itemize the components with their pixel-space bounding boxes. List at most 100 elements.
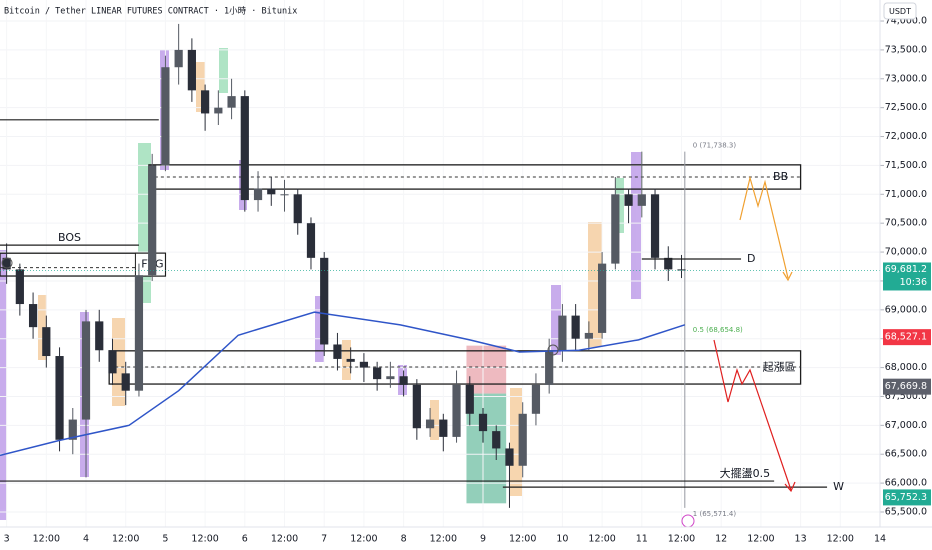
candle-body <box>452 384 461 437</box>
candle-body <box>201 90 210 114</box>
highlight <box>0 250 7 520</box>
highlight <box>219 48 228 93</box>
candle-body <box>531 384 541 414</box>
x-tick-label: 10 <box>556 534 568 545</box>
x-tick-label: 12:00 <box>191 534 218 545</box>
x-tick-label: 8 <box>401 534 407 545</box>
candle-body <box>108 350 117 374</box>
x-tick-label: 12:00 <box>509 534 536 545</box>
candle-body <box>518 413 527 466</box>
x-tick-label: 4 <box>83 534 89 545</box>
highlight <box>342 340 351 380</box>
projection-arrow <box>713 339 792 491</box>
candle-body <box>558 315 567 351</box>
x-tick-label: 6 <box>242 534 248 545</box>
price-tag <box>883 378 931 395</box>
x-tick-label: 7 <box>321 534 327 545</box>
x-tick-label: 9 <box>480 534 486 545</box>
x-tick-label: 5 <box>162 534 168 545</box>
highlight <box>615 178 624 233</box>
candle-body <box>214 107 223 114</box>
candle-body <box>412 384 421 429</box>
x-tick-label: 12:00 <box>588 534 615 545</box>
candle-body <box>650 194 660 258</box>
projection-arrow <box>739 175 789 279</box>
candle-body <box>386 376 395 380</box>
level-label: BOS <box>58 231 81 244</box>
candle-body <box>545 350 554 385</box>
x-tick-label: 11 <box>636 534 648 545</box>
candle-body <box>359 361 369 368</box>
candle-body <box>253 188 263 201</box>
candle-body <box>134 275 144 391</box>
currency-button[interactable] <box>883 2 917 20</box>
candle-body <box>81 321 91 420</box>
y-tick-label: 66,500.0 <box>885 449 927 460</box>
x-tick-label: 12:00 <box>350 534 377 545</box>
fib-label: 0.5 (68,654.8) <box>693 326 743 334</box>
y-tick-label: 68,000.0 <box>885 362 927 373</box>
price-tag-label: 67,669.8 <box>885 381 927 392</box>
candle-body <box>161 67 170 166</box>
currency-label[interactable]: USDT <box>889 7 911 16</box>
candle-body <box>425 419 435 429</box>
zone-label: 起漲區 <box>763 360 796 373</box>
y-tick-label: 71,500.0 <box>885 160 927 171</box>
highlight <box>196 62 205 112</box>
candle-body <box>15 269 24 305</box>
y-tick-label: 65,500.0 <box>885 506 927 517</box>
candle-body <box>174 49 183 68</box>
y-tick-label: 72,500.0 <box>885 102 927 113</box>
candle-body <box>306 223 316 258</box>
candle-body <box>399 376 408 385</box>
x-tick-label: 14 <box>874 534 886 545</box>
candle-body <box>148 165 157 276</box>
level-label: W <box>833 480 844 493</box>
candle-body <box>373 367 382 380</box>
candle-body <box>55 356 64 440</box>
candle-body <box>492 431 501 449</box>
level-label: 大擺盪0.5 <box>720 466 771 480</box>
y-tick-label: 71,000.0 <box>885 189 927 200</box>
price-tag-label: 68,527.1 <box>885 332 927 343</box>
y-tick-label: 70,500.0 <box>885 218 927 229</box>
x-tick-label: 12:00 <box>747 534 774 545</box>
fib-label: 1 (65,571.4) <box>693 510 737 518</box>
candle-body <box>637 194 646 206</box>
highlight <box>551 285 561 355</box>
y-tick-label: 73,500.0 <box>885 44 927 55</box>
event-icon[interactable] <box>681 514 695 528</box>
candle-body <box>187 49 196 91</box>
y-tick-label: 72,000.0 <box>885 131 927 142</box>
candle-body <box>478 413 488 432</box>
candle-body <box>598 263 607 333</box>
candle-body <box>2 257 11 270</box>
candle-body <box>240 96 249 201</box>
x-tick-label: 12:00 <box>827 534 854 545</box>
candle-body <box>28 304 38 328</box>
candle-body <box>439 419 448 437</box>
candle-body <box>664 257 673 270</box>
fib-label: 0 (71,738.3) <box>693 142 737 150</box>
candle-body <box>333 344 342 359</box>
y-tick-label: 67,000.0 <box>885 420 927 431</box>
y-tick-label: 74,000.0 <box>885 16 927 27</box>
candle-body <box>227 96 236 108</box>
candle-body <box>280 194 289 196</box>
candle-body <box>320 257 329 345</box>
moving-average <box>0 311 686 457</box>
candle-body <box>505 448 514 466</box>
arrow-head <box>784 481 796 493</box>
x-tick-label: 12:00 <box>271 534 298 545</box>
price-tag <box>883 329 931 346</box>
marker-circle <box>547 344 559 356</box>
candle-body <box>611 194 620 264</box>
y-tick-label: 69,000.0 <box>885 304 927 315</box>
highlight <box>430 400 439 440</box>
candle-body <box>42 327 51 357</box>
zone-label: BB <box>773 170 788 183</box>
x-tick-label: 13 <box>795 534 807 545</box>
x-tick-label: 3 <box>4 534 10 545</box>
